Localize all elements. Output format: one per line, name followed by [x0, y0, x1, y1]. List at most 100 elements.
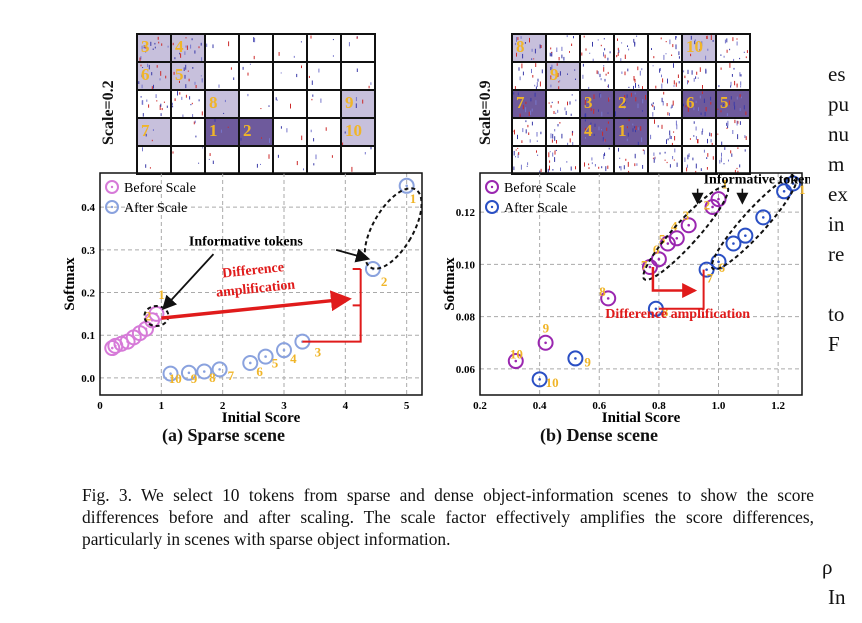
grid-noise-mark	[673, 80, 675, 85]
grid-noise-mark	[626, 138, 628, 142]
grid-noise-mark	[590, 108, 592, 112]
grid-cell	[615, 63, 647, 89]
grid-noise-mark	[518, 152, 520, 155]
grid-noise-mark	[182, 114, 184, 117]
grid-noise-mark	[151, 72, 153, 76]
grid-noise-mark	[619, 157, 621, 159]
side-line: pu	[828, 92, 849, 116]
grid-noise-mark	[706, 157, 708, 159]
grid-noise-mark	[695, 163, 697, 169]
grid-noise-mark	[700, 112, 702, 116]
grid-noise-mark	[663, 91, 665, 95]
point-label: 10	[510, 346, 523, 361]
point-label: 1	[799, 182, 806, 197]
grid-noise-mark	[739, 164, 741, 168]
grid-noise-mark	[149, 167, 151, 169]
grid-noise-mark	[141, 84, 143, 89]
grid-token-number: 10	[345, 121, 362, 140]
point-label: 1	[158, 287, 165, 302]
grid-noise-mark	[518, 67, 520, 71]
grid-noise-mark	[607, 84, 609, 88]
grid-noise-mark	[744, 149, 746, 152]
grid-noise-mark	[712, 40, 714, 42]
grid-noise-mark	[583, 35, 585, 38]
grid-noise-mark	[173, 71, 175, 75]
grid-noise-mark	[712, 156, 714, 160]
grid-noise-mark	[254, 38, 256, 43]
grid-noise-mark	[525, 107, 527, 113]
grid-noise-mark	[310, 129, 312, 133]
grid-noise-mark	[570, 166, 572, 171]
data-point-center	[514, 359, 518, 363]
grid-cell: 5	[172, 63, 204, 89]
grid-noise-mark	[678, 51, 680, 56]
point-label: 1	[410, 191, 417, 206]
grid-noise-mark	[525, 120, 527, 123]
grid-noise-mark	[531, 48, 533, 52]
grid-noise-mark	[640, 126, 642, 131]
grid-noise-mark	[699, 95, 701, 99]
grid-noise-mark	[575, 166, 576, 170]
legend-label: After Scale	[124, 201, 187, 216]
grid-noise-mark	[174, 98, 176, 101]
grid-noise-mark	[556, 47, 558, 52]
grid-noise-mark	[669, 112, 670, 116]
grid-noise-mark	[617, 38, 618, 41]
grid-noise-mark	[687, 154, 689, 160]
y-tick-label: 0.2	[81, 288, 95, 300]
grid-noise-mark	[623, 165, 625, 170]
grid-noise-mark	[603, 65, 605, 67]
grid-noise-mark	[536, 150, 537, 153]
grid-noise-mark	[628, 119, 630, 122]
grid-noise-mark	[637, 127, 639, 131]
grid-noise-mark	[547, 168, 549, 173]
grid-noise-mark	[560, 167, 561, 171]
grid-noise-mark	[623, 105, 625, 110]
grid-noise-mark	[740, 74, 742, 77]
grid-noise-mark	[165, 75, 167, 79]
grid-noise-mark	[570, 113, 572, 116]
informative-ellipse	[363, 187, 423, 270]
x-axis-title: Initial Score	[222, 410, 301, 426]
grid-noise-mark	[607, 121, 609, 124]
grid-noise-mark	[659, 68, 661, 73]
data-point	[668, 230, 685, 247]
grid-noise-mark	[618, 49, 620, 53]
x-tick-label: 0.6	[592, 400, 606, 412]
grid-noise-mark	[591, 157, 593, 161]
grid-noise-mark	[541, 69, 543, 74]
grid-noise-mark	[639, 70, 641, 76]
grid-cell	[308, 91, 340, 117]
grid-noise-mark	[661, 97, 663, 103]
grid-noise-mark	[185, 94, 187, 98]
grid-noise-mark	[181, 96, 183, 100]
grid-noise-mark	[151, 86, 153, 89]
grid-noise-mark	[551, 101, 553, 104]
grid-cell: 8	[206, 91, 238, 117]
grid-noise-mark	[651, 48, 652, 50]
x-tick-label: 2	[220, 400, 226, 412]
data-point	[755, 209, 772, 226]
x-tick-label: 0.4	[533, 400, 547, 412]
grid-noise-mark	[256, 163, 258, 168]
grid-noise-mark	[531, 121, 533, 126]
token-grid-sparse: 3 4 6 5 8 9 7 1 2 10	[136, 33, 376, 175]
point-label: 8	[662, 305, 669, 320]
grid-cell: 8	[513, 35, 545, 61]
y-tick-label: 0.06	[456, 364, 476, 376]
grid-noise-mark	[600, 78, 602, 81]
grid-noise-mark	[179, 52, 181, 55]
grid-noise-mark	[676, 162, 678, 167]
grid-noise-mark	[684, 75, 686, 79]
grid-noise-mark	[653, 106, 655, 110]
grid-noise-mark	[666, 103, 668, 107]
grid-noise-mark	[593, 133, 595, 136]
grid-noise-mark	[703, 149, 705, 153]
x-tick-label: 0	[97, 400, 103, 412]
grid-noise-mark	[218, 84, 220, 88]
grid-cell	[342, 63, 374, 89]
grid-noise-mark	[286, 128, 288, 133]
grid-cell	[206, 63, 238, 89]
grid-noise-mark	[641, 68, 643, 71]
grid-cell: 4	[172, 35, 204, 61]
